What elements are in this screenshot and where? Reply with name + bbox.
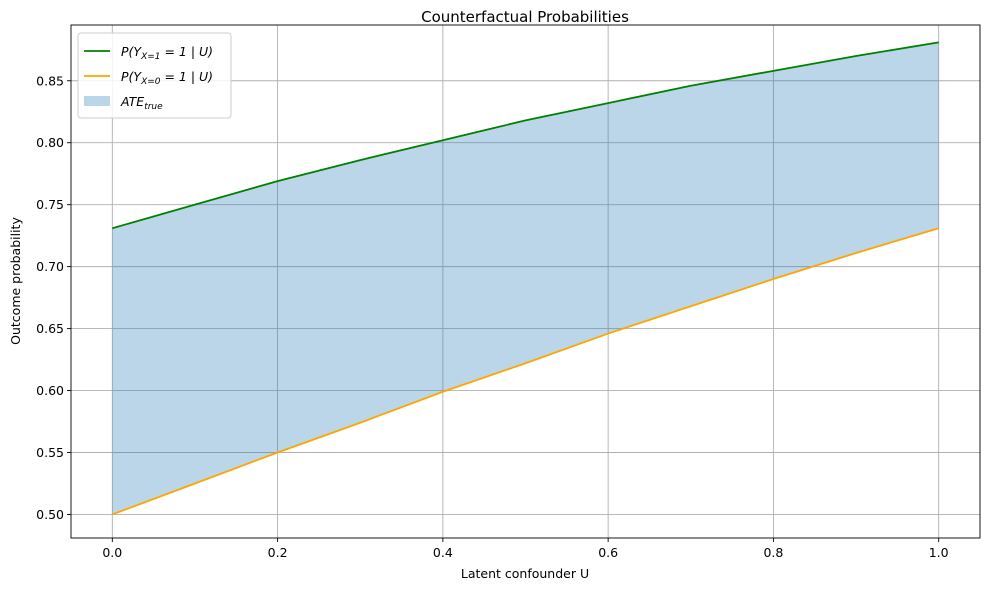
legend-entry-ate-label: ATEtrue bbox=[120, 94, 163, 112]
x-tick-label: 0.6 bbox=[598, 545, 618, 560]
series-line-x1 bbox=[112, 41, 939, 230]
legend-box bbox=[77, 32, 232, 119]
plot-frame bbox=[70, 24, 981, 539]
x-tick-label: 0.2 bbox=[268, 545, 288, 560]
fill-area-group bbox=[112, 42, 939, 515]
legend-entry-x0-label: P(YX=0 = 1 | U) bbox=[121, 69, 213, 87]
ate-fill-area bbox=[112, 42, 939, 515]
x-axis-ticks: 0.0 0.2 0.4 0.6 0.8 1.0 bbox=[102, 538, 949, 560]
y-tick-label: 0.50 bbox=[36, 507, 64, 522]
x-axis-title: Latent confounder U bbox=[461, 566, 589, 581]
legend: P(YX=1 = 1 | U) P(YX=0 = 1 | U) ATEtrue bbox=[77, 32, 232, 119]
y-tick-label: 0.80 bbox=[36, 135, 64, 150]
y-axis-title: Outcome probability bbox=[8, 217, 23, 345]
y-tick-label: 0.60 bbox=[36, 383, 64, 398]
y-axis-ticks: 0.50 0.55 0.60 0.65 0.70 0.75 0.80 0.85 bbox=[36, 73, 71, 522]
y-tick-label: 0.85 bbox=[36, 73, 64, 88]
legend-entry-x1-label: P(YX=1 = 1 | U) bbox=[121, 44, 213, 62]
y-tick-label: 0.70 bbox=[36, 259, 64, 274]
x-tick-label: 1.0 bbox=[929, 545, 949, 560]
y-tick-label: 0.75 bbox=[36, 197, 64, 212]
x-tick-label: 0.0 bbox=[102, 545, 122, 560]
chart-title: Counterfactual Probabilities bbox=[421, 8, 629, 26]
y-tick-label: 0.55 bbox=[36, 445, 64, 460]
grid bbox=[71, 25, 980, 538]
x-tick-label: 0.4 bbox=[433, 545, 453, 560]
x-tick-label: 0.8 bbox=[763, 545, 783, 560]
series-line-x0 bbox=[112, 227, 939, 516]
legend-entry-ate-swatch bbox=[84, 96, 110, 106]
y-tick-label: 0.65 bbox=[36, 321, 64, 336]
series-lines bbox=[112, 41, 939, 516]
